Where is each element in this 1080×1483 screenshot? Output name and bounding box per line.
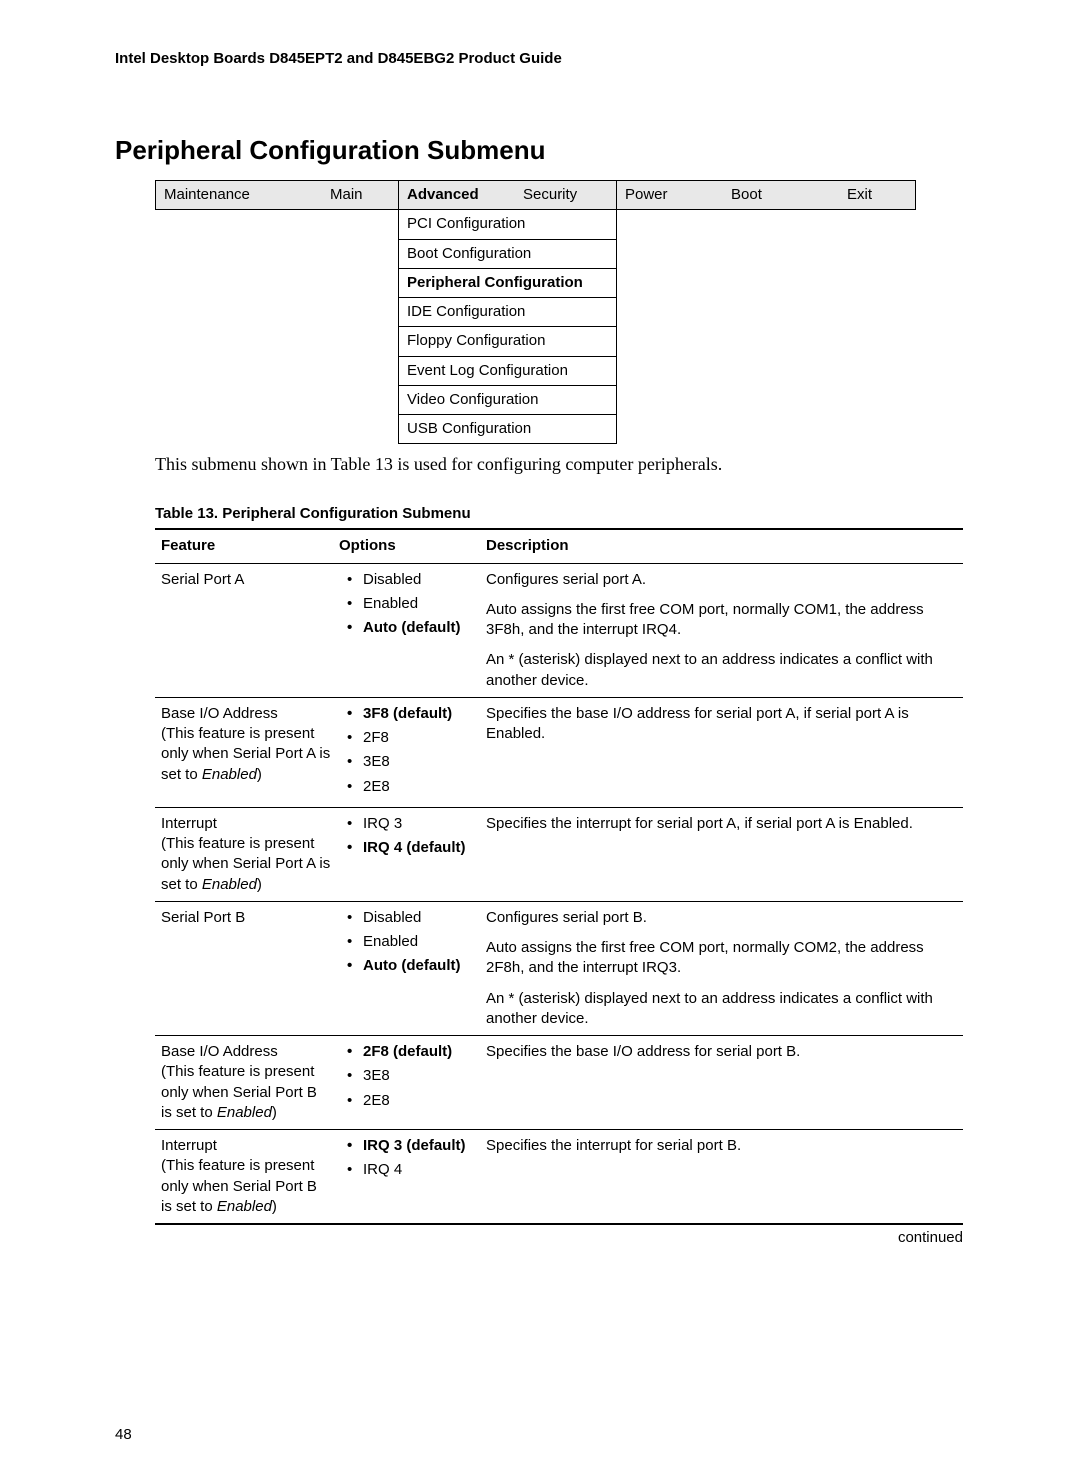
desc-line: Auto assigns the first free COM port, no…: [486, 600, 957, 641]
table-row: Serial Port A Disabled Enabled Auto (def…: [155, 563, 963, 697]
menu-ide: IDE Configuration: [399, 298, 617, 327]
feature-cell: Serial Port A: [155, 563, 337, 697]
doc-header: Intel Desktop Boards D845EPT2 and D845EB…: [115, 50, 965, 67]
col-desc-header: Description: [480, 529, 963, 563]
desc-em: Auto: [486, 601, 517, 618]
tab-boot: Boot: [723, 181, 839, 210]
feature-note-text: ): [257, 876, 262, 893]
menu-video: Video Configuration: [399, 385, 617, 414]
menu-floppy: Floppy Configuration: [399, 327, 617, 356]
table-row: Interrupt (This feature is present only …: [155, 807, 963, 901]
desc-line: Specifies the base I/O address for seria…: [486, 1042, 957, 1062]
tab-security: Security: [515, 181, 617, 210]
option-item: 2F8 (default): [343, 1042, 474, 1062]
feature-cell: Base I/O Address (This feature is presen…: [155, 697, 337, 807]
table-row: Base I/O Address (This feature is presen…: [155, 697, 963, 807]
feature-cell: Interrupt (This feature is present only …: [155, 807, 337, 901]
tab-power: Power: [617, 181, 724, 210]
desc-cell: Specifies the base I/O address for seria…: [480, 697, 963, 807]
option-item: 3E8: [343, 752, 474, 772]
option-item: 3F8 (default): [343, 704, 474, 724]
feature-title: Interrupt: [161, 1137, 217, 1154]
feature-cell: Serial Port B: [155, 901, 337, 1035]
menu-usb: USB Configuration: [399, 415, 617, 444]
desc-text: assigns the first free COM port, normall…: [486, 601, 924, 638]
feature-table: Feature Options Description Serial Port …: [155, 528, 963, 1225]
desc-line: Configures serial port A.: [486, 570, 957, 590]
option-item: IRQ 4: [343, 1160, 474, 1180]
option-item: Disabled: [343, 570, 474, 590]
desc-line: Configures serial port B.: [486, 908, 957, 928]
feature-title: Interrupt: [161, 815, 217, 832]
options-cell: IRQ 3 (default) IRQ 4: [337, 1130, 480, 1225]
section-title: Peripheral Configuration Submenu: [115, 135, 965, 166]
options-cell: 3F8 (default) 2F8 3E8 2E8: [337, 697, 480, 807]
table-caption: Table 13. Peripheral Configuration Subme…: [155, 505, 965, 522]
intro-text: This submenu shown in Table 13 is used f…: [155, 454, 965, 475]
options-cell: IRQ 3 IRQ 4 (default): [337, 807, 480, 901]
feature-note-text: ): [257, 766, 262, 783]
desc-cell: Specifies the interrupt for serial port …: [480, 807, 963, 901]
desc-line: An * (asterisk) displayed next to an add…: [486, 650, 957, 691]
option-item: IRQ 4 (default): [343, 838, 474, 858]
desc-line: Specifies the interrupt for serial port …: [486, 814, 957, 834]
desc-line: Specifies the base I/O address for seria…: [486, 704, 957, 745]
table-row: Base I/O Address (This feature is presen…: [155, 1036, 963, 1130]
desc-cell: Specifies the base I/O address for seria…: [480, 1036, 963, 1130]
option-item: 3E8: [343, 1066, 474, 1086]
table-row: Serial Port B Disabled Enabled Auto (def…: [155, 901, 963, 1035]
bios-nav-table: Maintenance Main Advanced Security Power…: [155, 180, 916, 444]
desc-line: Specifies the interrupt for serial port …: [486, 1136, 957, 1156]
menu-peripheral: Peripheral Configuration: [399, 268, 617, 297]
tab-advanced: Advanced: [399, 181, 516, 210]
option-item: Enabled: [343, 932, 474, 952]
desc-em: Auto: [486, 939, 517, 956]
option-item: IRQ 3 (default): [343, 1136, 474, 1156]
feature-em: Enabled: [202, 876, 257, 893]
feature-em: Enabled: [202, 766, 257, 783]
feature-title: Base I/O Address: [161, 705, 278, 722]
tab-main: Main: [322, 181, 399, 210]
desc-line: An * (asterisk) displayed next to an add…: [486, 989, 957, 1030]
feature-em: Enabled: [217, 1198, 272, 1215]
option-item: Enabled: [343, 594, 474, 614]
bios-tabs-row: Maintenance Main Advanced Security Power…: [156, 181, 916, 210]
options-cell: 2F8 (default) 3E8 2E8: [337, 1036, 480, 1130]
feature-title: Base I/O Address: [161, 1043, 278, 1060]
continued-label: continued: [155, 1229, 963, 1246]
tab-exit: Exit: [839, 181, 916, 210]
desc-cell: Specifies the interrupt for serial port …: [480, 1130, 963, 1225]
options-cell: Disabled Enabled Auto (default): [337, 563, 480, 697]
desc-text: assigns the first free COM port, normall…: [486, 939, 924, 976]
tab-maintenance: Maintenance: [156, 181, 323, 210]
menu-pci: PCI Configuration: [399, 210, 617, 239]
options-cell: Disabled Enabled Auto (default): [337, 901, 480, 1035]
col-feature-header: Feature: [155, 529, 337, 563]
col-options-header: Options: [337, 529, 480, 563]
feature-cell: Interrupt (This feature is present only …: [155, 1130, 337, 1225]
menu-eventlog: Event Log Configuration: [399, 356, 617, 385]
option-item: IRQ 3: [343, 814, 474, 834]
option-item: Disabled: [343, 908, 474, 928]
feature-cell: Base I/O Address (This feature is presen…: [155, 1036, 337, 1130]
page-number: 48: [115, 1426, 965, 1443]
option-item: 2E8: [343, 777, 474, 797]
menu-boot: Boot Configuration: [399, 239, 617, 268]
desc-line: Auto assigns the first free COM port, no…: [486, 938, 957, 979]
option-item: 2E8: [343, 1091, 474, 1111]
option-item: Auto (default): [343, 956, 474, 976]
table-row: Interrupt (This feature is present only …: [155, 1130, 963, 1225]
desc-cell: Configures serial port A. Auto assigns t…: [480, 563, 963, 697]
desc-cell: Configures serial port B. Auto assigns t…: [480, 901, 963, 1035]
feature-em: Enabled: [217, 1104, 272, 1121]
option-item: Auto (default): [343, 618, 474, 638]
feature-note-text: ): [272, 1104, 277, 1121]
option-item: 2F8: [343, 728, 474, 748]
feature-note-text: ): [272, 1198, 277, 1215]
